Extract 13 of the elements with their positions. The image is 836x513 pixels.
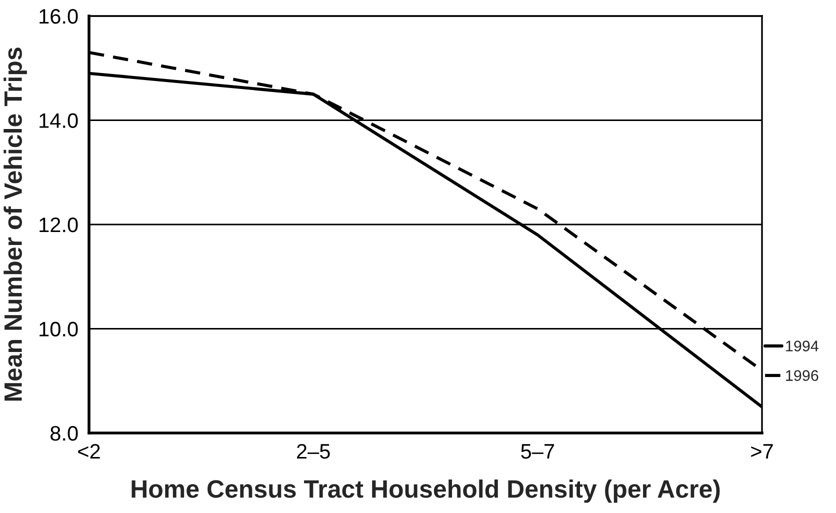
x-axis-title: Home Census Tract Household Density (per Acre) (132, 480, 720, 503)
x-tick-label: 5–7 (521, 444, 554, 459)
legend-label: 1996 (786, 370, 818, 381)
x-tick-label: <2 (78, 444, 100, 459)
x-tick-label: >7 (751, 444, 773, 459)
x-tick-label: 2–5 (297, 444, 330, 459)
y-tick-label: 16.0 (40, 9, 78, 24)
legend-label: 1994 (786, 340, 818, 352)
y-tick-label: 10.0 (40, 322, 78, 337)
y-axis-title: Mean Number of Vehicle Trips (4, 48, 27, 401)
y-tick-label: 14.0 (40, 113, 78, 128)
y-tick-label: 12.0 (40, 218, 78, 232)
y-tick-label: 8.0 (50, 426, 78, 441)
